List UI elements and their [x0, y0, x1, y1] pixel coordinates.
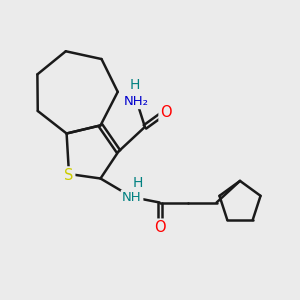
- Text: O: O: [160, 105, 172, 120]
- Text: H: H: [130, 78, 140, 92]
- Text: NH₂: NH₂: [123, 94, 148, 108]
- Text: O: O: [154, 220, 165, 235]
- Text: H: H: [132, 176, 142, 190]
- Text: S: S: [64, 168, 74, 183]
- Text: NH: NH: [122, 191, 142, 204]
